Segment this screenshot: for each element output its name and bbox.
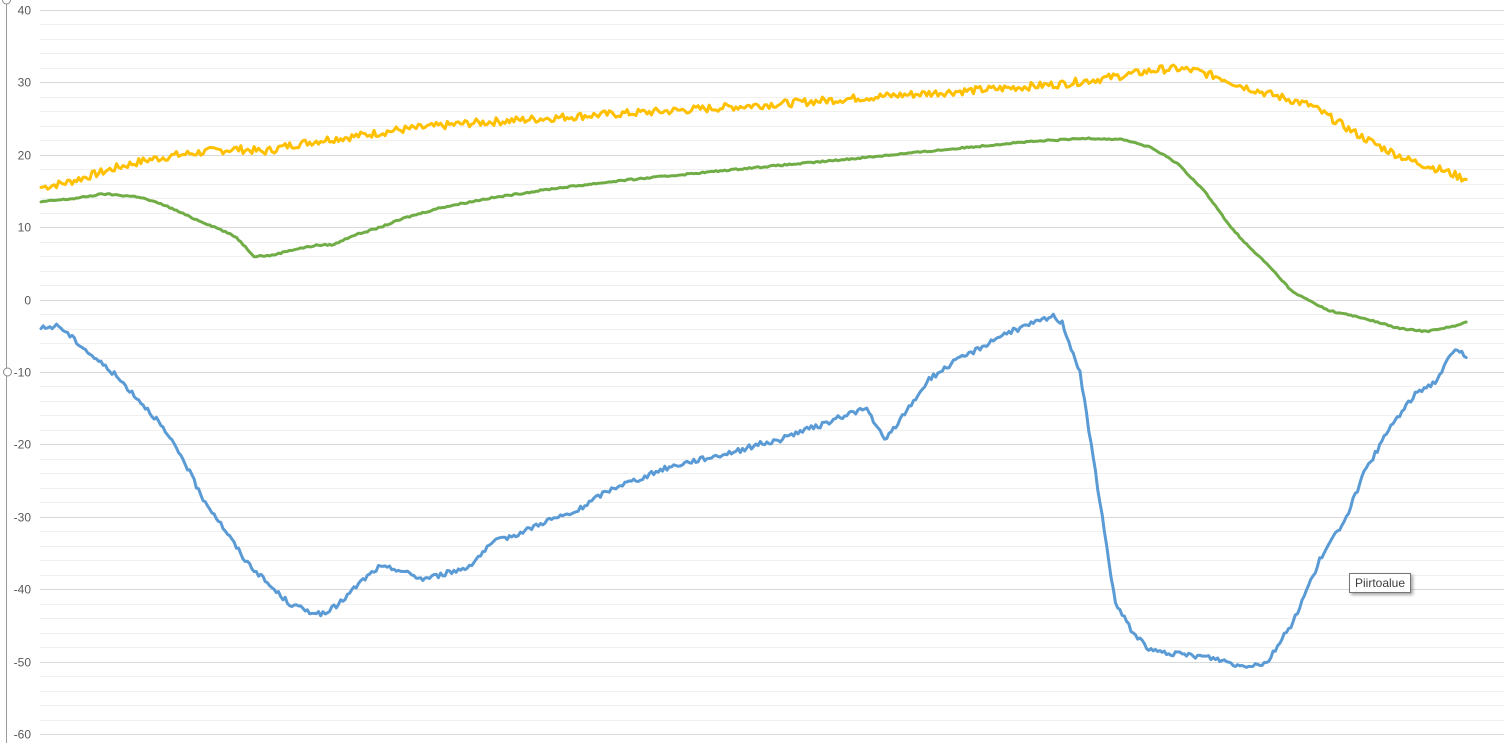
y-tick-label: -40: [14, 583, 32, 597]
resize-handle-middle[interactable]: [3, 367, 12, 377]
major-gridlines: [40, 10, 1504, 735]
selection-handles: [2, 0, 12, 377]
chart-area-tooltip: Piirtoalue: [1349, 573, 1412, 593]
y-axis: 40 30 20 10 0 -10 -20 -30 -40 -50 -60: [6, 0, 32, 743]
series-line-2[interactable]: [39, 136, 1468, 334]
series-line-1[interactable]: [39, 63, 1468, 191]
y-tick-label: 0: [24, 294, 31, 308]
minor-gridlines: [40, 24, 1504, 721]
y-tick-label: 30: [18, 76, 32, 90]
y-tick-label: -10: [14, 366, 32, 380]
y-tick-label: -20: [14, 438, 32, 452]
series-line-3[interactable]: [39, 312, 1468, 669]
y-tick-label: 10: [18, 221, 32, 235]
series-layer: [39, 63, 1468, 669]
y-tick-label: -60: [14, 728, 32, 742]
y-tick-label: 20: [18, 149, 32, 163]
y-tick-label: -30: [14, 511, 32, 525]
y-tick-label: 40: [18, 4, 32, 18]
resize-handle-top[interactable]: [2, 0, 11, 5]
y-tick-label: -50: [14, 656, 32, 670]
